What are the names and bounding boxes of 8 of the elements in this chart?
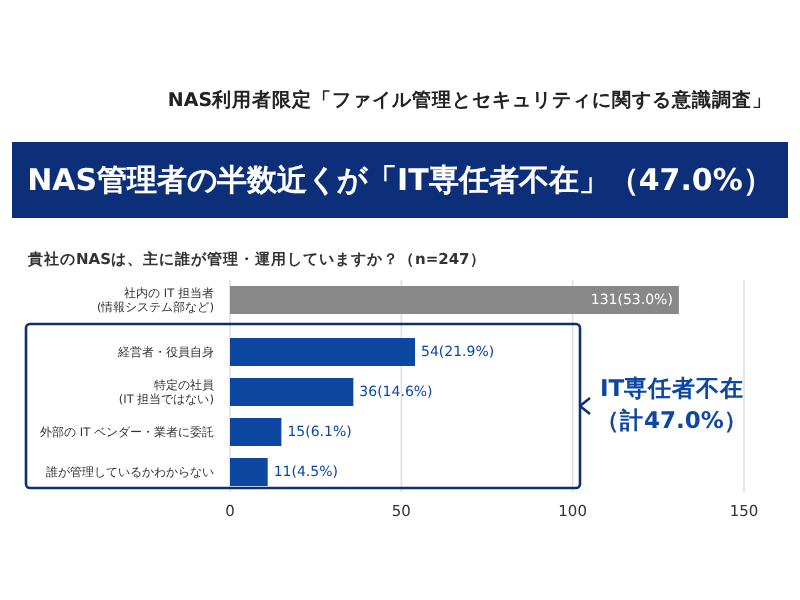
bar: [230, 458, 268, 486]
annotation: IT専任者不在: [599, 374, 745, 403]
chart-title: NAS管理者の半数近くが「IT専任者不在」（47.0%）: [27, 162, 773, 199]
annotation: （計47.0%）: [596, 406, 748, 435]
bar: [230, 378, 354, 406]
bar: [230, 338, 416, 366]
chart-subtitle: NAS利用者限定「ファイル管理とセキュリティに関する意識調査」: [167, 87, 773, 112]
bar: [230, 418, 282, 446]
